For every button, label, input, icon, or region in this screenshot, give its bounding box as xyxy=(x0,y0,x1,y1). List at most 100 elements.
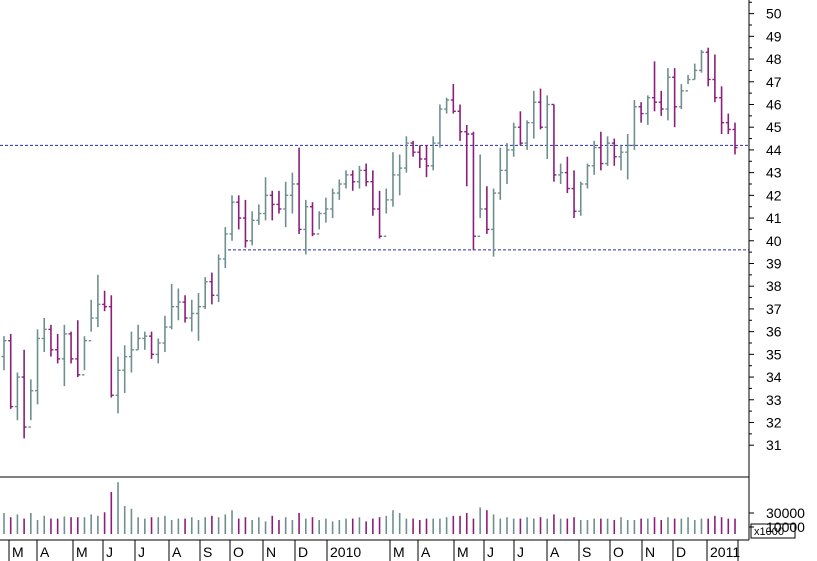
ohlc-bar xyxy=(14,372,20,421)
ohlc-bar xyxy=(544,95,550,159)
ohlc-bar xyxy=(142,331,148,350)
volume-plot xyxy=(3,482,736,534)
ohlc-bar xyxy=(551,103,557,182)
ohlc-bar xyxy=(28,379,34,428)
ohlc-bar xyxy=(504,143,510,184)
month-label: D xyxy=(676,544,686,560)
ohlc-bar xyxy=(122,345,128,393)
ohlc-bar xyxy=(61,324,67,387)
ohlc-bar xyxy=(712,54,718,103)
ohlc-bar xyxy=(276,190,282,214)
ohlc-bar xyxy=(705,47,711,87)
ohlc-bar xyxy=(108,295,114,398)
ohlc-bar xyxy=(1,336,7,371)
price-tick-label: 39 xyxy=(766,255,782,271)
price-tick-label: 47 xyxy=(766,74,782,90)
ohlc-bar xyxy=(249,211,255,246)
ohlc-bar xyxy=(578,181,584,216)
ohlc-bar xyxy=(189,299,195,332)
ohlc-bar xyxy=(283,181,289,228)
ohlc-bar xyxy=(558,163,564,184)
ohlc-bar xyxy=(491,188,497,257)
ohlc-bar xyxy=(403,136,409,173)
ohlc-bar xyxy=(732,122,738,155)
ohlc-bar xyxy=(611,138,617,166)
ohlc-bar xyxy=(336,179,342,200)
price-tick-label: 45 xyxy=(766,119,782,135)
ohlc-bar xyxy=(216,254,222,303)
month-label: M xyxy=(457,544,469,560)
ohlc-bar xyxy=(470,131,476,250)
ohlc-bar xyxy=(343,170,349,189)
ohlc-bar xyxy=(75,320,81,378)
ohlc-bar xyxy=(672,68,678,128)
ohlc-bar xyxy=(417,145,423,169)
ohlc-bar xyxy=(678,84,684,110)
ohlc-bar xyxy=(625,134,631,180)
ohlc-bar xyxy=(209,272,215,305)
ohlc-bar xyxy=(464,124,470,187)
ohlc-bar xyxy=(330,188,336,219)
ohlc-bar xyxy=(296,147,302,234)
ohlc-bar xyxy=(719,86,725,135)
ohlc-bar xyxy=(309,202,315,237)
ohlc-bar xyxy=(363,163,369,187)
ohlc-bar xyxy=(692,63,698,81)
price-tick-label: 35 xyxy=(766,346,782,362)
price-tick-label: 31 xyxy=(766,437,782,453)
ohlc-bar xyxy=(538,88,544,130)
price-tick-label: 44 xyxy=(766,142,782,158)
volume-tick-label: 10000 xyxy=(766,519,805,535)
ohlc-bar xyxy=(618,145,624,171)
ohlc-bar xyxy=(162,315,168,353)
ohlc-bar xyxy=(598,131,604,171)
ohlc-bar xyxy=(81,336,87,376)
month-label: A xyxy=(550,544,560,560)
ohlc-bar xyxy=(48,324,54,357)
price-tick-label: 32 xyxy=(766,414,782,430)
axes xyxy=(0,0,796,541)
volume-unit-box xyxy=(750,523,796,539)
ohlc-bar xyxy=(229,195,235,241)
price-tick-label: 49 xyxy=(766,28,782,44)
ohlc-bar xyxy=(222,227,228,269)
ohlc-bar xyxy=(95,274,101,328)
ohlc-bar xyxy=(390,152,396,207)
price-tick-label: 40 xyxy=(766,233,782,249)
price-ticks: 31 32 33 34 35 36 37 38 39 40 41 42 43 44 45 46 47 48 49 50 xyxy=(749,1,782,453)
month-ticks: M A M J J A S O N D 2010 M A M J J A S O N D 2011 xyxy=(8,540,740,561)
ohlc-bar xyxy=(370,170,376,216)
ohlc-bar xyxy=(497,147,503,200)
ohlc-bar xyxy=(115,356,121,414)
price-tick-label: 48 xyxy=(766,51,782,67)
ohlc-bar xyxy=(591,140,597,175)
month-label: O xyxy=(613,544,624,560)
ohlc-bar xyxy=(638,102,644,123)
ohlc-bar xyxy=(517,111,523,146)
month-label: S xyxy=(582,544,591,560)
ohlc-bar xyxy=(725,113,731,135)
price-tick-label: 42 xyxy=(766,187,782,203)
month-label: M xyxy=(76,544,88,560)
ohlc-bar xyxy=(450,84,456,114)
ohlc-bar xyxy=(128,331,134,373)
ohlc-bar xyxy=(652,61,658,112)
ohlc-bar xyxy=(524,120,530,150)
ohlc-bar xyxy=(511,122,517,157)
ohlc-bar xyxy=(665,68,671,121)
ohlc-bar xyxy=(135,324,141,351)
ohlc-bar xyxy=(256,204,262,225)
price-tick-label: 41 xyxy=(766,210,782,226)
ohlc-bar xyxy=(175,288,181,321)
ohlc-bar xyxy=(316,211,322,235)
month-label: 2011 xyxy=(710,544,740,560)
ohlc-bar xyxy=(21,349,27,439)
ohlc-bar xyxy=(269,190,275,221)
ohlc-bar xyxy=(430,136,436,171)
ohlc-bar xyxy=(484,186,490,234)
ohlc-bar xyxy=(685,74,691,92)
ohlc-bar xyxy=(55,333,61,364)
month-label: N xyxy=(645,544,655,560)
